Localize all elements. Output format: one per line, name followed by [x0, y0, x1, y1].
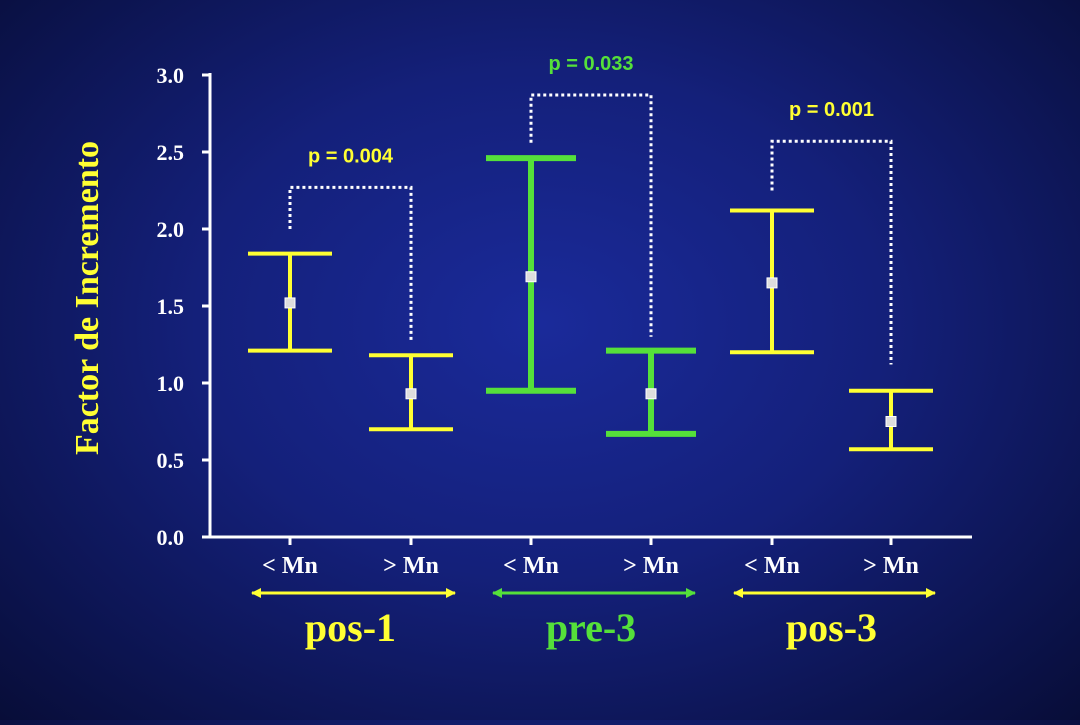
mean-point: [645, 388, 657, 400]
y-tick-label: 1.0: [157, 371, 185, 396]
mean-point: [284, 297, 296, 309]
y-tick-label: 3.0: [157, 63, 185, 88]
y-tick-label: 0.0: [157, 525, 185, 550]
mean-point: [525, 271, 537, 283]
y-tick-label: 2.0: [157, 217, 185, 242]
p-value-label: p = 0.004: [308, 145, 394, 167]
mean-point: [885, 416, 897, 427]
significance-bracket: [770, 139, 893, 365]
mean-point: [405, 388, 417, 400]
x-tick-label: > Mn: [863, 553, 919, 579]
y-tick-label: 0.5: [157, 448, 185, 473]
mean-point: [766, 277, 778, 289]
x-tick-label: < Mn: [262, 553, 318, 579]
group-label: pos-3: [786, 605, 877, 650]
group-label: pre-3: [546, 605, 636, 650]
p-value-label: p = 0.033: [548, 53, 633, 75]
y-tick-label: 2.5: [157, 140, 185, 165]
axes: 0.0 0.5 1.0 1.5 2.0 2.5 3.0 < Mn > Mn < Mn > Mn < M…: [157, 63, 972, 579]
x-tick-label: < Mn: [503, 553, 559, 579]
x-tick-label: > Mn: [623, 553, 679, 579]
group-label: pos-1: [305, 605, 396, 650]
y-axis-label: Factor de Incremento: [69, 141, 106, 455]
significance-bracket: [529, 93, 653, 337]
p-value-label: p = 0.001: [789, 99, 874, 121]
chart-marks: pos-1 pre-3 pos-3 p = 0.004 p = 0.033 p = 0.0…: [248, 53, 936, 650]
y-tick-label: 1.5: [157, 294, 185, 319]
x-tick-label: < Mn: [744, 553, 800, 579]
significance-bracket: [288, 185, 413, 340]
x-tick-label: > Mn: [383, 553, 439, 579]
